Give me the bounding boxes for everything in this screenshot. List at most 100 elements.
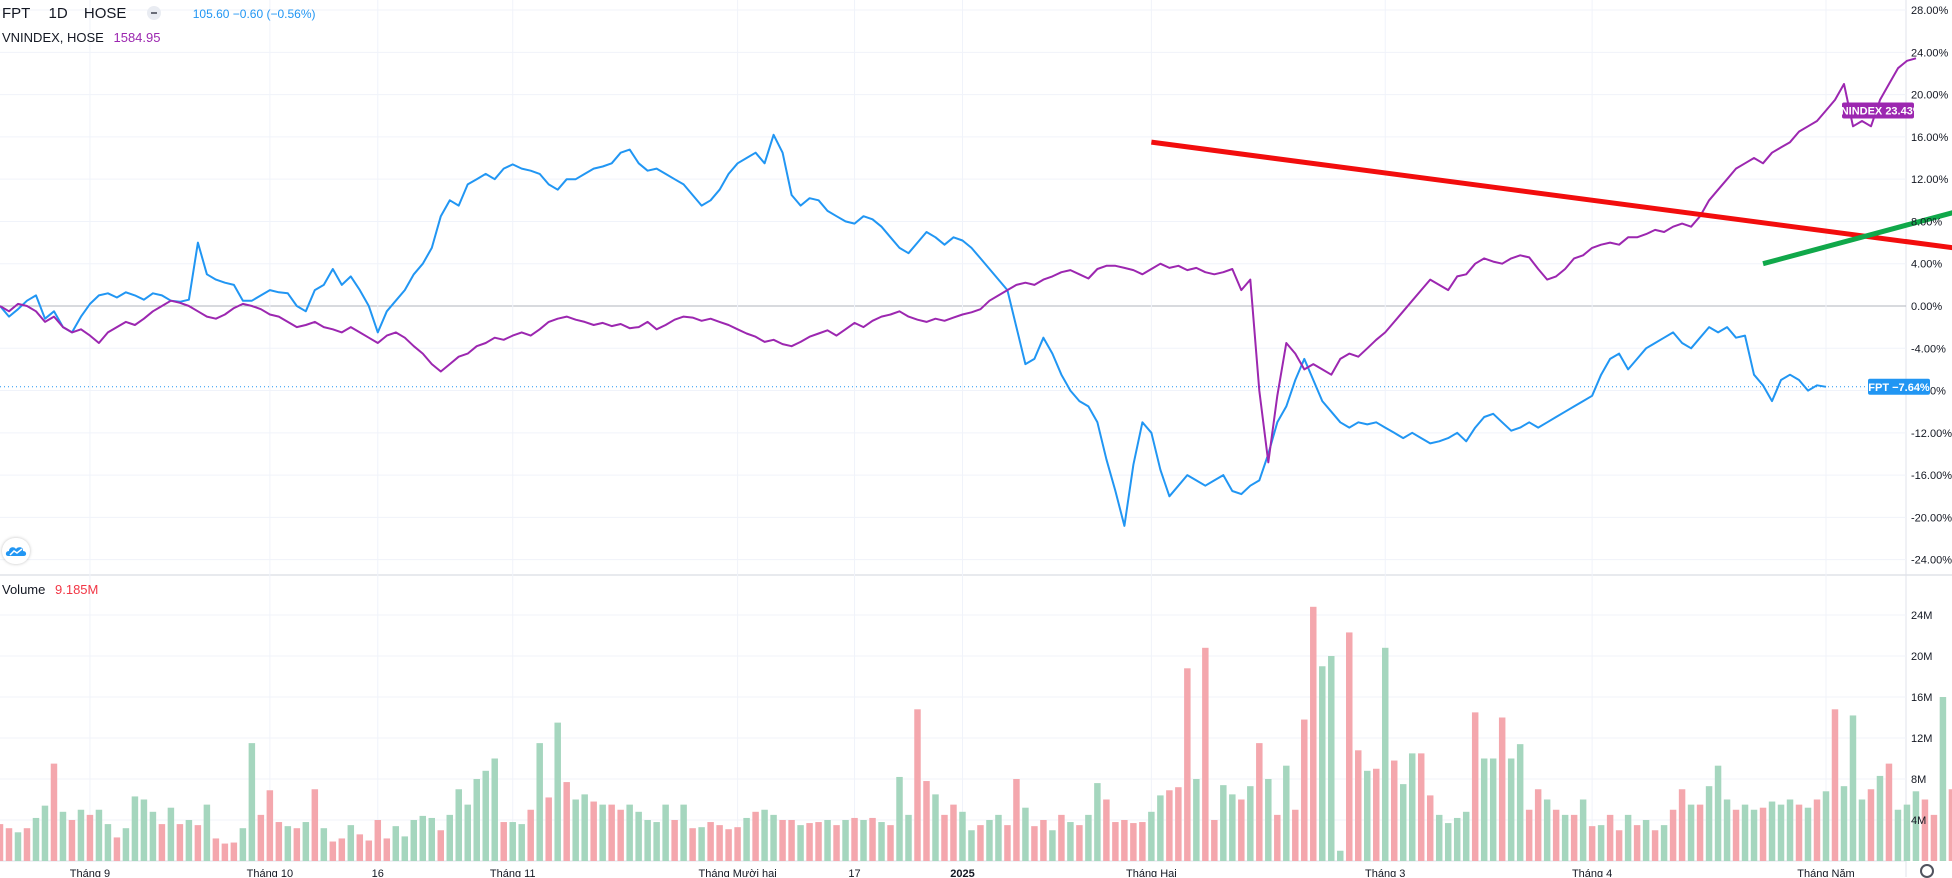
volume-bar xyxy=(1274,814,1281,861)
vnindex-price-tag: VNINDEX 23.43% xyxy=(1833,102,1923,119)
volume-bar xyxy=(1786,799,1794,861)
x-tick-label: Tháng Năm xyxy=(1797,868,1854,877)
volume-bar xyxy=(1444,823,1452,861)
volume-bar xyxy=(293,828,301,861)
volume-bar xyxy=(1768,801,1776,861)
volume-bar xyxy=(1588,826,1596,861)
volume-bar xyxy=(869,817,876,861)
volume-bar xyxy=(518,824,525,861)
volume-bar xyxy=(761,809,768,861)
volume-bar xyxy=(221,843,229,861)
volume-bar xyxy=(1103,799,1110,861)
volume-bar xyxy=(1247,786,1254,861)
volume-bar xyxy=(1355,750,1362,861)
volume-bar xyxy=(275,822,283,861)
timeframe[interactable]: 1D xyxy=(48,5,68,22)
volume-bar xyxy=(1157,795,1164,861)
volume-bar xyxy=(1903,804,1911,861)
volume-bar xyxy=(860,820,867,861)
volume-bar xyxy=(1831,709,1839,861)
volume-tick-label: 8M xyxy=(1911,774,1926,786)
volume-bar xyxy=(428,817,436,861)
volume-bar xyxy=(1229,794,1236,861)
volume-bar xyxy=(338,838,346,861)
gear-icon[interactable] xyxy=(1920,864,1934,878)
volume-bar xyxy=(536,743,543,861)
volume-bar xyxy=(230,842,238,861)
volume-bar xyxy=(635,811,642,861)
volume-bar xyxy=(788,820,795,861)
volume-bar xyxy=(392,826,400,861)
volume-bar xyxy=(905,814,912,861)
legend-main[interactable]: FPT 1D HOSE 105.60 −0.60 (−0.56%) xyxy=(2,5,316,22)
tradingview-cloud-icon[interactable] xyxy=(2,538,30,564)
volume-bar xyxy=(68,820,76,861)
legend-compare[interactable]: VNINDEX, HOSE 1584.95 xyxy=(2,30,160,45)
price-series xyxy=(0,57,1917,527)
volume-bar xyxy=(491,758,498,861)
volume-bar xyxy=(1238,799,1245,861)
volume-bar xyxy=(734,827,741,861)
volume-bar xyxy=(815,822,822,861)
volume-bar xyxy=(1399,784,1407,861)
volume-bar xyxy=(1930,814,1938,861)
compare-symbol[interactable]: VNINDEX, HOSE xyxy=(2,30,104,45)
x-tick-label: Tháng Hai xyxy=(1126,868,1177,877)
volume-bar xyxy=(770,814,777,861)
x-tick-label: 17 xyxy=(848,868,860,877)
volume-bar xyxy=(176,824,184,861)
volume-bar xyxy=(1795,804,1803,861)
volume-bar xyxy=(1759,807,1767,861)
svg-text:VNINDEX 23.43%: VNINDEX 23.43% xyxy=(1833,105,1922,117)
volume-bar xyxy=(1220,785,1227,861)
volume-bar xyxy=(464,804,471,861)
volume-bar xyxy=(644,820,651,861)
volume-bar xyxy=(1516,744,1524,861)
legend-volume[interactable]: Volume 9.185M xyxy=(2,582,98,597)
compare-value: 1584.95 xyxy=(113,30,161,45)
volume-bar xyxy=(1328,656,1335,861)
volume-bar xyxy=(257,814,265,861)
collapse-icon[interactable] xyxy=(146,6,161,21)
drawing-annotations[interactable] xyxy=(1151,39,1952,338)
volume-bar xyxy=(1876,775,1884,861)
volume-bar xyxy=(968,830,975,861)
y-tick-label: 4.00% xyxy=(1911,259,1942,271)
volume-bar xyxy=(149,811,157,861)
exchange-name: HOSE xyxy=(83,5,127,22)
volume-bar xyxy=(1022,807,1029,861)
volume-bar xyxy=(563,782,570,861)
volume-tick-label: 24M xyxy=(1911,610,1932,622)
x-tick-label: 16 xyxy=(372,868,384,877)
volume-bar xyxy=(1840,786,1848,861)
volume-bar xyxy=(833,825,840,861)
symbol-name[interactable]: FPT xyxy=(2,5,31,22)
volume-bar xyxy=(1462,811,1470,861)
volume-bar xyxy=(86,814,94,861)
volume-bar xyxy=(41,805,49,861)
volume-bar xyxy=(590,801,597,861)
series-vnindex xyxy=(0,57,1917,464)
volume-bar xyxy=(1777,804,1785,861)
volume-bar xyxy=(23,828,31,861)
volume-bar xyxy=(779,820,786,861)
series-fpt xyxy=(0,133,1827,527)
volume-bar xyxy=(698,827,705,861)
volume-bar xyxy=(347,825,355,861)
volume-bar xyxy=(14,832,22,861)
volume-bar xyxy=(1561,814,1569,861)
volume-bar xyxy=(50,763,58,861)
volume-bar xyxy=(473,779,480,861)
volume-bar xyxy=(1498,717,1506,861)
y-tick-label: 24.00% xyxy=(1911,47,1949,59)
volume-bar xyxy=(1543,799,1551,861)
volume-bar xyxy=(1094,783,1101,861)
volume-bar xyxy=(1480,758,1488,861)
volume-bar xyxy=(887,825,894,861)
volume-label[interactable]: Volume xyxy=(2,582,46,597)
volume-bar xyxy=(320,828,328,861)
volume-bar xyxy=(1435,814,1443,861)
volume-bar xyxy=(680,804,687,861)
